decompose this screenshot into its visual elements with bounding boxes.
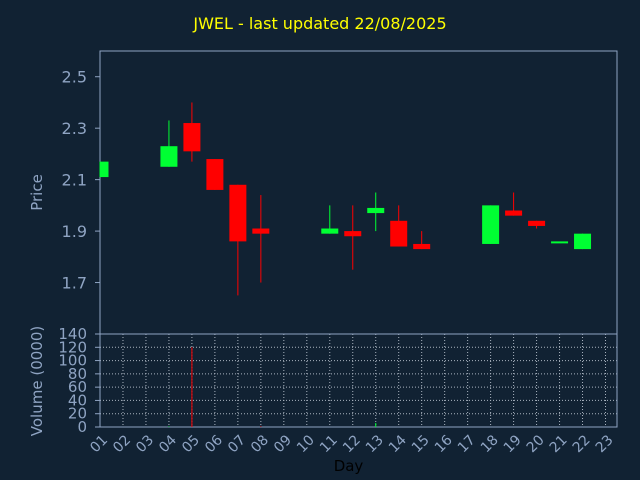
x-tick-label: 13 (363, 432, 387, 456)
x-tick-label: 03 (133, 432, 157, 456)
x-tick-label: 17 (455, 432, 479, 456)
price-y-tick-label: 1.7 (62, 274, 87, 293)
price-axis-label: Price (28, 174, 46, 211)
x-tick-label: 14 (386, 432, 410, 456)
x-tick-label: 19 (501, 432, 525, 456)
volume-y-tick-label: 20 (68, 405, 87, 423)
x-tick-label: 15 (409, 432, 433, 456)
price-y-tick-label: 2.3 (62, 119, 87, 138)
price-panel-frame (99, 50, 618, 335)
x-tick-label: 16 (432, 432, 456, 456)
price-y-tick-label: 1.9 (62, 222, 87, 241)
volume-y-tick-label: 100 (58, 352, 87, 370)
x-tick-label: 10 (294, 432, 318, 456)
x-tick-label: 01 (87, 432, 111, 456)
volume-y-tick-label: 0 (77, 418, 87, 436)
candle-body (160, 146, 178, 167)
candle-body (183, 123, 201, 152)
candle-body (252, 228, 270, 234)
x-tick-label: 23 (593, 432, 617, 456)
candle-body (413, 243, 431, 250)
price-y-tick-label: 2.1 (62, 171, 87, 190)
candle-body (229, 184, 247, 242)
volume-y-tick-label: 40 (68, 391, 87, 409)
x-axis-label: Day (334, 457, 364, 475)
x-tick-label: 12 (340, 432, 364, 456)
volume-y-tick-label: 60 (68, 378, 87, 396)
volume-axis-label: Volume (0000) (28, 326, 46, 436)
x-tick-label: 18 (478, 432, 502, 456)
candle-body (321, 228, 339, 234)
x-tick-label: 11 (317, 432, 341, 456)
x-tick-label: 04 (156, 432, 180, 456)
plot-frames (95, 50, 618, 428)
candle-body (528, 220, 546, 226)
candle-body (390, 220, 408, 247)
x-tick-label: 05 (179, 432, 203, 456)
x-tick-label: 06 (202, 432, 226, 456)
volume-y-tick-label: 120 (58, 338, 87, 356)
volume-y-tick-label: 140 (58, 325, 87, 343)
x-tick-label: 08 (248, 432, 272, 456)
data-marks (99, 102, 592, 427)
volume-y-tick-label: 80 (68, 365, 87, 383)
axis-labels: 01 02 03 04 05 06 07 08 09 10 11 12 13 14 15 16 17 18 19 20… (28, 68, 617, 475)
x-tick-label: 22 (570, 432, 594, 456)
x-tick-label: 21 (547, 432, 571, 456)
candle-body (206, 159, 224, 190)
candle-body (344, 231, 362, 237)
candle-body (482, 205, 500, 244)
volume-panel-frame (99, 333, 618, 428)
price-y-tick-label: 2.5 (62, 68, 87, 87)
x-tick-label: 20 (524, 432, 548, 456)
candle-body (574, 233, 592, 250)
candle-body (100, 161, 109, 178)
candle-body (367, 207, 385, 214)
x-tick-label: 02 (110, 432, 134, 456)
candle-body (551, 241, 569, 244)
x-tick-label: 09 (271, 432, 295, 456)
chart-title: JWEL - last updated 22/08/2025 (193, 14, 447, 33)
candle-body (505, 210, 523, 216)
x-tick-label: 07 (225, 432, 249, 456)
